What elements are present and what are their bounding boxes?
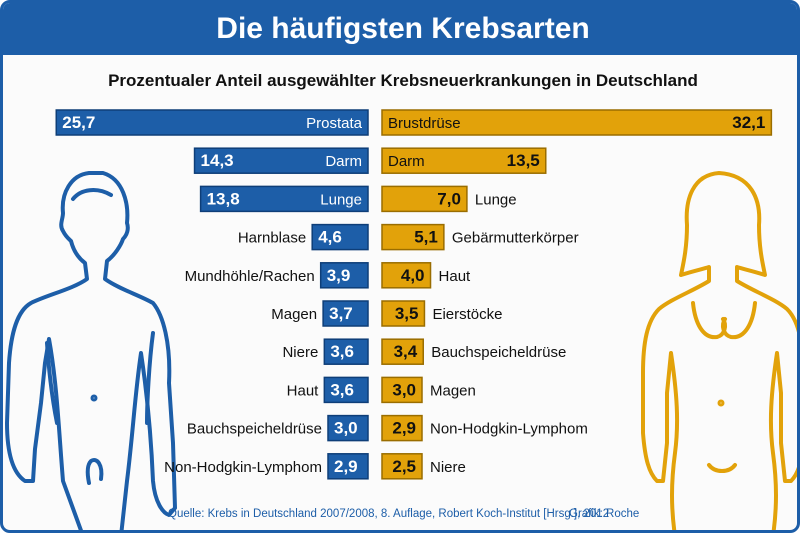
- data-label-men-3: 4,6: [318, 228, 342, 247]
- category-label-women-0: Brustdrüse: [388, 115, 461, 132]
- data-label-men-9: 2,9: [334, 457, 358, 476]
- category-label-women-9: Niere: [430, 459, 466, 476]
- bar-men-4: [319, 262, 369, 289]
- data-label-women-6: 3,4: [394, 342, 418, 361]
- page-title: Die häufigsten Krebsarten: [216, 12, 590, 45]
- source-note: Quelle: Krebs in Deutschland 2007/2008, …: [168, 508, 610, 520]
- data-label-women-2: 7,0: [437, 189, 461, 208]
- category-label-men-6: Niere: [282, 344, 318, 361]
- category-label-men-2: Lunge: [320, 191, 362, 208]
- data-label-men-7: 3,6: [330, 380, 354, 399]
- credit-note: Grafik: Roche: [569, 508, 640, 520]
- title-bar: [3, 3, 797, 55]
- data-label-men-0: 25,7: [62, 113, 95, 132]
- bar-men-0: [55, 109, 369, 136]
- bar-men-9: [327, 453, 369, 480]
- series-men: 25,7 Prostata 14,3 Darm 13,8 Lunge 4,6 Harnblas…: [55, 109, 369, 480]
- bar-women-8: [381, 414, 423, 442]
- data-label-women-0: 32,1: [732, 113, 765, 132]
- data-label-men-4: 3,9: [327, 266, 351, 285]
- bar-men-2: [199, 185, 369, 213]
- category-label-women-1: Darm: [388, 153, 425, 170]
- bar-women-4: [381, 262, 432, 289]
- chart-subtitle: Prozentualer Anteil ausgewählter Krebsne…: [108, 71, 698, 90]
- bar-men-3: [311, 223, 369, 251]
- data-label-women-5: 3,5: [395, 304, 419, 323]
- category-label-women-4: Haut: [439, 268, 472, 285]
- data-label-women-8: 2,9: [392, 419, 416, 438]
- bar-women-0: [381, 109, 773, 136]
- bar-women-6: [381, 338, 424, 365]
- category-label-men-0: Prostata: [306, 115, 363, 132]
- category-label-men-7: Haut: [287, 382, 320, 399]
- bar-men-6: [323, 338, 369, 365]
- bar-women-7: [381, 376, 423, 404]
- bar-women-9: [381, 453, 423, 480]
- category-label-women-8: Non-Hodgkin-Lymphom: [430, 421, 588, 438]
- bar-men-8: [327, 414, 369, 442]
- bar-women-3: [381, 223, 445, 251]
- male-body-outline-icon: [5, 171, 177, 530]
- category-label-women-3: Gebärmutterkörper: [452, 230, 579, 247]
- data-label-men-1: 14,3: [201, 151, 234, 170]
- category-label-men-8: Bauchspeicheldrüse: [187, 421, 322, 438]
- category-label-men-9: Non-Hodgkin-Lymphom: [164, 459, 322, 476]
- category-label-men-1: Darm: [325, 153, 362, 170]
- data-label-women-3: 5,1: [414, 228, 438, 247]
- bar-women-1: [381, 147, 547, 174]
- data-label-women-7: 3,0: [392, 380, 416, 399]
- category-label-men-4: Mundhöhle/Rachen: [185, 268, 315, 285]
- data-label-men-8: 3,0: [334, 419, 358, 438]
- female-body-outline-icon: [641, 171, 797, 530]
- data-label-women-4: 4,0: [401, 266, 425, 285]
- data-label-men-5: 3,7: [329, 304, 353, 323]
- data-label-women-9: 2,5: [392, 457, 416, 476]
- bar-men-7: [323, 376, 369, 404]
- bar-men-5: [322, 300, 369, 327]
- category-label-women-6: Bauchspeicheldrüse: [431, 344, 566, 361]
- category-label-men-3: Harnblase: [238, 230, 306, 247]
- category-label-women-2: Lunge: [475, 191, 517, 208]
- category-label-men-5: Magen: [271, 306, 317, 323]
- data-label-men-2: 13,8: [207, 189, 240, 208]
- chart-canvas: 25,7 Prostata 14,3 Darm 13,8 Lunge 4,6 Harnblas…: [5, 109, 797, 530]
- bar-women-5: [381, 300, 426, 327]
- bar-men-1: [193, 147, 369, 174]
- category-label-women-7: Magen: [430, 382, 476, 399]
- data-label-men-6: 3,6: [330, 342, 354, 361]
- series-women: 32,1 Brustdrüse 13,5 Darm 7,0 Lunge 5,1 Gebärmu…: [381, 109, 773, 480]
- bar-women-2: [381, 185, 468, 213]
- category-label-women-5: Eierstöcke: [432, 306, 502, 323]
- data-label-women-1: 13,5: [507, 151, 540, 170]
